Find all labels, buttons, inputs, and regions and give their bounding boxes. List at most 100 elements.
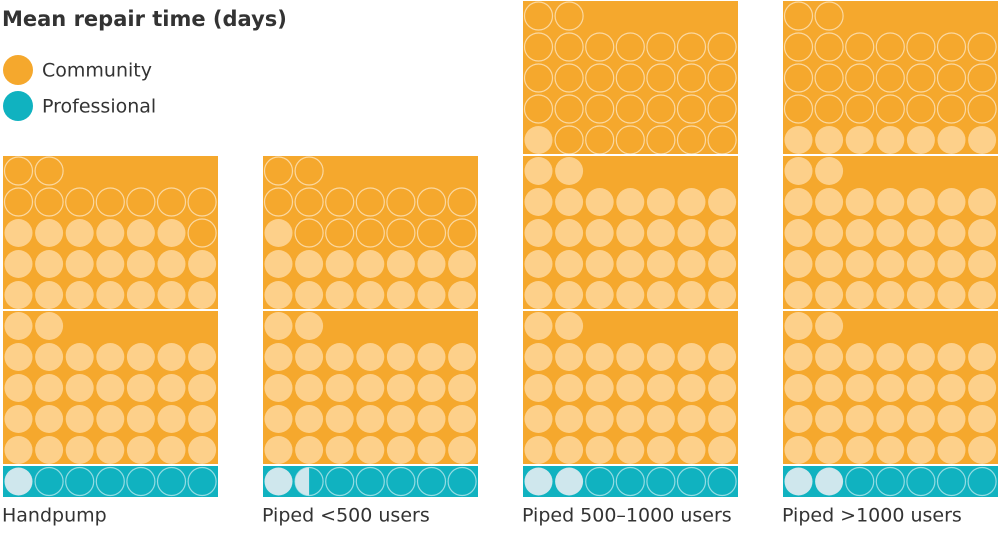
unit-filled [906, 281, 935, 309]
unit-filled [386, 436, 415, 464]
unit-filled [96, 374, 125, 402]
unit-filled [4, 405, 33, 433]
unit-filled [386, 405, 415, 433]
unit-empty [615, 94, 645, 124]
unit-filled [937, 250, 966, 278]
unit-filled [845, 219, 874, 247]
unit-filled [4, 436, 33, 464]
unit-filled [4, 467, 33, 496]
unit-empty [294, 156, 324, 186]
unit-filled [4, 250, 33, 278]
unit-filled [815, 374, 844, 402]
unit-filled [906, 126, 935, 154]
unit-empty [646, 466, 676, 497]
unit-filled [937, 219, 966, 247]
unit-filled [96, 250, 125, 278]
unit-empty [447, 187, 477, 217]
unit-filled [295, 436, 324, 464]
unit-filled [906, 436, 935, 464]
unit-filled [646, 374, 675, 402]
unit-filled [585, 188, 614, 216]
unit-filled [356, 281, 385, 309]
unit-filled [784, 436, 813, 464]
unit-filled [845, 250, 874, 278]
unit-empty [355, 187, 385, 217]
unit-empty [355, 466, 385, 497]
unit-filled [417, 374, 446, 402]
unit-filled [188, 374, 217, 402]
unit-filled [937, 405, 966, 433]
unit-empty [156, 187, 187, 217]
unit-filled [555, 467, 584, 496]
unit-empty [386, 466, 416, 497]
unit-filled [295, 374, 324, 402]
unit-filled [845, 281, 874, 309]
unit-empty [34, 156, 64, 186]
unit-filled [815, 126, 844, 154]
unit-filled [968, 250, 997, 278]
unit-filled [555, 343, 584, 371]
unit-filled [356, 374, 385, 402]
unit-filled [616, 188, 645, 216]
unit-empty [646, 32, 676, 62]
unit-empty [707, 466, 737, 497]
unit-filled [264, 467, 293, 496]
unit-filled [448, 343, 477, 371]
unit-filled [616, 405, 645, 433]
unit-filled [356, 250, 385, 278]
professional-row [523, 466, 738, 497]
unit-filled [708, 343, 737, 371]
unit-empty [845, 466, 875, 497]
unit-filled [295, 281, 324, 309]
unit-filled [585, 374, 614, 402]
unit-filled [126, 374, 155, 402]
legend-label: Professional [42, 96, 156, 118]
unit-empty [707, 94, 737, 124]
unit-empty [875, 466, 905, 497]
unit-empty [875, 94, 905, 124]
unit-empty [676, 125, 707, 155]
unit-filled [937, 436, 966, 464]
unit-filled [784, 281, 813, 309]
unit-filled [616, 436, 645, 464]
unit-empty [263, 187, 294, 217]
unit-filled [815, 467, 844, 496]
unit-filled [65, 250, 94, 278]
unit-filled [708, 188, 737, 216]
unit-empty [875, 63, 905, 93]
unit-filled [784, 343, 813, 371]
unit-empty [355, 218, 385, 248]
unit-filled [126, 405, 155, 433]
unit-filled [968, 126, 997, 154]
unit-filled [524, 250, 553, 278]
unit-filled [677, 219, 706, 247]
unit-filled [585, 343, 614, 371]
unit-filled [616, 281, 645, 309]
unit-filled [968, 188, 997, 216]
unit-filled [157, 219, 186, 247]
unit-filled [784, 188, 813, 216]
community-stack [783, 1, 998, 464]
unit-empty [126, 466, 156, 497]
unit-filled [264, 250, 293, 278]
unit-filled [708, 281, 737, 309]
unit-empty [416, 187, 447, 217]
unit-filled [417, 281, 446, 309]
unit-empty [34, 466, 64, 497]
unit-filled [845, 188, 874, 216]
unit-filled [585, 219, 614, 247]
category-label: Piped <500 users [262, 505, 430, 527]
community-stack [3, 156, 218, 464]
unit-filled [157, 250, 186, 278]
unit-filled [386, 250, 415, 278]
unit-filled [65, 436, 94, 464]
unit-filled [845, 436, 874, 464]
unit-empty [783, 32, 814, 62]
unit-filled [555, 250, 584, 278]
unit-filled [845, 343, 874, 371]
unit-filled [188, 436, 217, 464]
unit-empty [845, 94, 875, 124]
unit-filled [555, 188, 584, 216]
unit-filled [815, 281, 844, 309]
